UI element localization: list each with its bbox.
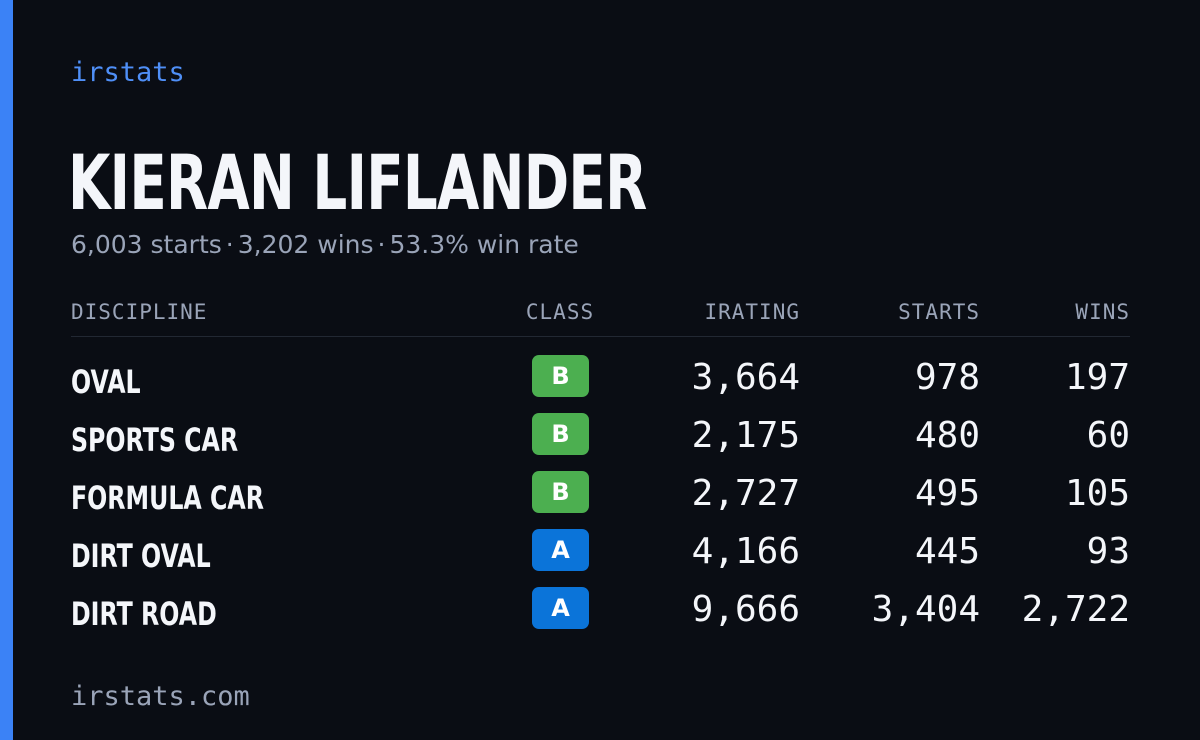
license-class-badge: A xyxy=(532,529,589,571)
table-row: OVAL B 3,664 978 197 xyxy=(71,353,1130,411)
wins-value: 60 xyxy=(1086,415,1130,456)
discipline-name: OVAL xyxy=(71,363,141,401)
table-body: OVAL B 3,664 978 197 SPORTS CAR B 2,175 … xyxy=(71,353,1130,643)
irating-value: 4,166 xyxy=(691,531,800,572)
brand-logo-text: irstats xyxy=(71,57,185,88)
irating-value: 2,727 xyxy=(691,473,800,514)
wins-value: 105 xyxy=(1064,473,1130,514)
summary-separator: · xyxy=(225,230,234,259)
starts-value: 445 xyxy=(914,531,980,572)
header-discipline: DISCIPLINE xyxy=(71,300,208,324)
starts-value: 495 xyxy=(914,473,980,514)
discipline-name: DIRT ROAD xyxy=(71,595,217,633)
table-header: DISCIPLINE CLASS IRATING STARTS WINS xyxy=(71,296,1130,337)
discipline-name: DIRT OVAL xyxy=(71,537,211,575)
header-starts: STARTS xyxy=(898,300,980,324)
header-class-label: CLASS xyxy=(525,300,595,324)
table-row: FORMULA CAR B 2,727 495 105 xyxy=(71,469,1130,527)
summary-wins: 3,202 wins xyxy=(237,230,374,259)
footer-site-url: irstats.com xyxy=(71,681,250,712)
summary-win-rate: 53.3% win rate xyxy=(389,230,579,259)
license-class-badge: B xyxy=(532,471,589,513)
driver-summary: 6,003 starts · 3,202 wins · 53.3% win rate xyxy=(71,228,579,262)
table-row: DIRT OVAL A 4,166 445 93 xyxy=(71,527,1130,585)
wins-value: 93 xyxy=(1086,531,1130,572)
starts-value: 480 xyxy=(914,415,980,456)
wins-value: 197 xyxy=(1064,357,1130,398)
irating-value: 2,175 xyxy=(691,415,800,456)
accent-bar xyxy=(0,0,13,740)
header-wins: WINS xyxy=(1075,300,1130,324)
irating-value: 3,664 xyxy=(691,357,800,398)
header-irating: IRATING xyxy=(704,300,800,324)
table-row: DIRT ROAD A 9,666 3,404 2,722 xyxy=(71,585,1130,643)
license-class-badge: A xyxy=(532,587,589,629)
summary-separator: · xyxy=(377,230,386,259)
license-table: DISCIPLINE CLASS IRATING STARTS WINS OVA… xyxy=(71,296,1130,643)
starts-value: 978 xyxy=(914,357,980,398)
starts-value: 3,404 xyxy=(871,589,980,630)
license-class-badge: B xyxy=(532,413,589,455)
irating-value: 9,666 xyxy=(691,589,800,630)
table-row: SPORTS CAR B 2,175 480 60 xyxy=(71,411,1130,469)
discipline-name: SPORTS CAR xyxy=(71,421,239,459)
driver-name: KIERAN LIFLANDER xyxy=(68,138,647,227)
discipline-name: FORMULA CAR xyxy=(71,479,264,517)
license-class-badge: B xyxy=(532,355,589,397)
wins-value: 2,722 xyxy=(1021,589,1130,630)
summary-starts: 6,003 starts xyxy=(71,230,222,259)
